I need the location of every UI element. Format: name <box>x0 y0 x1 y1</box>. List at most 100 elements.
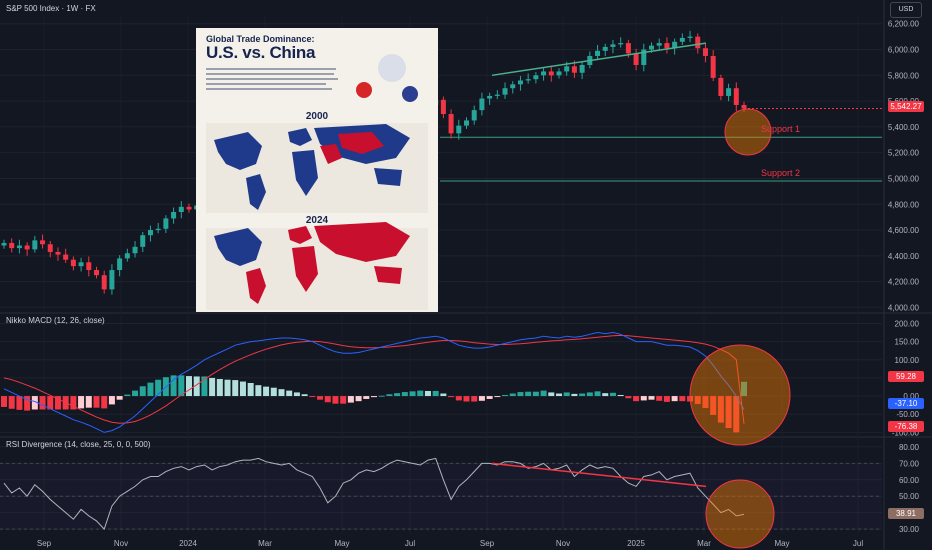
x-tick-label: Jul <box>405 539 415 548</box>
macd-histogram-bar <box>147 382 154 397</box>
support2-label: Support 2 <box>761 168 801 178</box>
macd-histogram-bar <box>178 375 185 397</box>
candle <box>440 99 446 114</box>
y-tick-label: 6,200.00 <box>888 20 920 29</box>
x-tick-label: Mar <box>258 539 272 548</box>
macd-histogram-bar <box>440 393 447 397</box>
y-tick-label: 6,000.00 <box>888 46 920 55</box>
candle <box>494 94 500 96</box>
candle <box>163 218 169 229</box>
candle <box>479 98 485 111</box>
macd-histogram-bar <box>478 396 485 401</box>
highlight-circles <box>689 108 791 549</box>
x-tick-label: Mar <box>697 539 711 548</box>
china-flag-icon <box>356 82 372 98</box>
candle <box>602 46 608 51</box>
world-map-2024 <box>214 222 410 304</box>
macd-histogram-bar <box>270 387 277 397</box>
candle <box>664 43 670 49</box>
rsi-value-tag: 38.91 <box>888 508 924 519</box>
macd-histogram-bar <box>502 394 509 397</box>
candle <box>101 275 107 290</box>
macd-histogram-bar <box>532 391 539 397</box>
candle <box>47 244 53 252</box>
macd-histogram-bar <box>255 385 262 397</box>
candle <box>94 270 99 276</box>
y-tick-label: 4,600.00 <box>888 226 920 235</box>
macd-histogram-bar <box>193 376 200 397</box>
macd-histogram-bar <box>224 379 231 397</box>
y-tick-label: 5,400.00 <box>888 123 920 132</box>
macd-histogram-bar <box>448 396 455 398</box>
y-tick-label: 30.00 <box>899 525 920 534</box>
macd-histogram-bar <box>409 391 416 397</box>
candle <box>40 240 46 245</box>
macd-histogram-bar <box>556 393 562 397</box>
macd-histogram-bar <box>124 394 131 397</box>
candle <box>448 114 454 134</box>
macd-histogram-bar <box>324 396 331 403</box>
macd-pane-label[interactable]: Nikko MACD (12, 26, close) <box>6 316 105 325</box>
macd-pane[interactable] <box>1 331 747 433</box>
macd-histogram-bar <box>602 393 609 397</box>
candle <box>625 43 631 54</box>
candle <box>641 49 647 65</box>
x-tick-label: Nov <box>114 539 128 548</box>
y-tick-label: 100.00 <box>895 356 920 365</box>
candle <box>687 36 693 38</box>
macd-histogram-bar <box>463 396 470 402</box>
us-flag-icon <box>402 86 418 102</box>
y-tick-label: 70.00 <box>899 459 920 468</box>
rsi-pane-label[interactable]: RSI Divergence (14, close, 25, 0, 0, 500… <box>6 440 151 449</box>
candle <box>140 235 146 247</box>
macd-histogram-bar <box>617 394 624 397</box>
macd-histogram-bar <box>93 396 100 408</box>
macd-histogram-bar <box>332 396 339 404</box>
macd-histogram-bar <box>363 396 370 399</box>
macd-histogram-bar <box>239 381 246 397</box>
year-2000-label: 2000 <box>305 111 329 122</box>
candle <box>726 88 732 96</box>
candle <box>618 43 624 45</box>
candle <box>541 71 547 76</box>
macd-histogram-bar <box>85 396 92 408</box>
candle <box>517 80 523 85</box>
macd-histogram-bar <box>24 396 31 411</box>
currency-selector[interactable]: USD <box>890 2 922 18</box>
macd-histogram-bar <box>494 396 501 398</box>
candle <box>695 36 701 49</box>
y-tick-label: 200.00 <box>895 319 920 328</box>
x-tick-label: 2024 <box>179 539 197 548</box>
macd-histogram-bar <box>509 393 516 397</box>
world-map-2000 <box>214 124 410 210</box>
x-tick-label: Nov <box>556 539 570 548</box>
macd-histogram-bar <box>525 391 532 397</box>
candle <box>656 43 662 46</box>
macd-histogram-bar <box>186 376 192 397</box>
macd-histogram-bar <box>710 396 717 415</box>
macd-histogram-bar <box>671 396 678 402</box>
rsi-divergence-line <box>491 462 707 488</box>
macd-histogram-bar <box>733 396 740 433</box>
macd-histogram-bar <box>417 390 424 397</box>
x-tick-label: Jul <box>853 539 863 548</box>
y-tick-label: -100.00 <box>892 428 920 437</box>
candle <box>55 251 61 255</box>
y-tick-label: -50.00 <box>896 410 919 419</box>
macd-histogram-bar <box>170 375 177 397</box>
macd-histogram-bar <box>625 396 632 399</box>
candle <box>124 253 130 259</box>
y-tick-label: 5,800.00 <box>888 71 920 80</box>
chart-title[interactable]: S&P 500 Index · 1W · FX <box>6 4 96 13</box>
macd-histogram-bar <box>301 394 308 397</box>
candle <box>24 245 30 250</box>
macd-histogram-bar <box>401 392 408 397</box>
macd-histogram-bar <box>517 392 524 397</box>
macd-histogram-bar <box>293 392 300 397</box>
rsi-pane[interactable] <box>0 457 882 531</box>
macd-histogram-bar <box>471 396 478 402</box>
macd-hist-tag: 59.28 <box>888 371 924 382</box>
macd-histogram-bar <box>540 390 547 397</box>
macd-histogram-bar <box>317 396 324 400</box>
